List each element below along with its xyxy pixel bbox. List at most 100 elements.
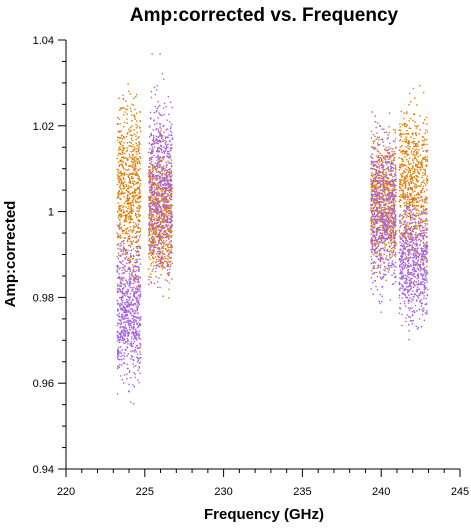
data-point [406, 159, 408, 161]
data-point [385, 218, 387, 221]
data-point [400, 222, 403, 224]
data-point [163, 167, 165, 170]
data-point [171, 212, 173, 214]
data-point [156, 228, 158, 231]
data-point [383, 273, 385, 275]
data-point [124, 258, 126, 260]
data-point [118, 223, 121, 226]
data-point [422, 188, 424, 190]
data-point [423, 250, 425, 253]
data-point [120, 181, 122, 183]
data-point [165, 169, 167, 171]
data-point [371, 214, 374, 216]
data-point [394, 220, 396, 222]
data-point [370, 216, 372, 219]
data-point [370, 199, 373, 201]
data-point [159, 207, 162, 209]
data-point [391, 209, 393, 212]
data-point [151, 233, 153, 236]
data-point [124, 232, 126, 234]
data-point [376, 275, 379, 278]
data-point [148, 199, 151, 201]
data-point [386, 214, 388, 216]
data-point [155, 187, 158, 190]
data-point [129, 192, 131, 195]
data-point [118, 288, 121, 290]
data-point [139, 143, 141, 146]
data-point [127, 212, 130, 215]
data-point [393, 219, 395, 222]
data-point [371, 258, 373, 261]
data-point [117, 315, 120, 317]
data-point [410, 177, 412, 179]
data-point [375, 185, 377, 187]
data-point [120, 204, 123, 207]
data-point [387, 217, 390, 219]
data-point [132, 275, 134, 278]
data-point [381, 217, 384, 219]
data-point [408, 127, 410, 129]
data-point [409, 235, 412, 237]
data-point [137, 137, 139, 139]
data-point [374, 188, 376, 190]
data-point [122, 318, 125, 320]
data-point [372, 133, 374, 136]
data-point [387, 158, 390, 161]
data-point [132, 254, 135, 257]
data-point [126, 314, 128, 316]
data-point [170, 194, 172, 197]
data-point [399, 163, 402, 166]
data-point [388, 269, 390, 271]
data-point [151, 151, 153, 153]
data-point [376, 166, 378, 168]
data-point [393, 246, 395, 249]
data-point [401, 152, 404, 155]
data-point [137, 275, 139, 277]
data-point [134, 265, 136, 268]
data-point [133, 349, 136, 351]
data-point [119, 214, 121, 217]
data-point [385, 174, 388, 177]
data-point [373, 265, 375, 267]
data-point [423, 168, 425, 170]
data-point [139, 231, 141, 233]
data-point [117, 265, 119, 267]
data-point [155, 206, 157, 208]
data-point [138, 332, 140, 335]
data-point [154, 233, 156, 235]
data-point [152, 226, 154, 228]
data-point [163, 152, 166, 154]
data-point [374, 216, 376, 218]
data-point [148, 222, 150, 224]
data-point [388, 220, 390, 223]
data-point [424, 156, 426, 158]
data-point [123, 322, 125, 324]
data-point [117, 335, 120, 338]
data-point [405, 141, 407, 143]
data-point [119, 222, 121, 224]
data-point [170, 245, 172, 247]
data-point [412, 87, 415, 90]
data-point [148, 268, 150, 270]
data-point [416, 143, 419, 145]
data-point [138, 317, 140, 320]
data-point [133, 149, 136, 151]
data-point [122, 301, 124, 304]
data-point [400, 133, 402, 136]
data-point [131, 218, 134, 221]
data-point [418, 254, 420, 257]
data-point [375, 218, 378, 221]
data-point [372, 198, 374, 200]
data-point [119, 152, 121, 154]
data-point [371, 231, 373, 233]
data-point [118, 333, 120, 335]
data-point [117, 136, 119, 138]
data-point [391, 194, 394, 196]
data-point [136, 287, 139, 290]
data-point [378, 170, 381, 173]
data-point [125, 215, 127, 217]
data-point [120, 216, 122, 218]
data-point [166, 235, 168, 238]
data-point [164, 137, 167, 140]
data-point [139, 289, 141, 291]
